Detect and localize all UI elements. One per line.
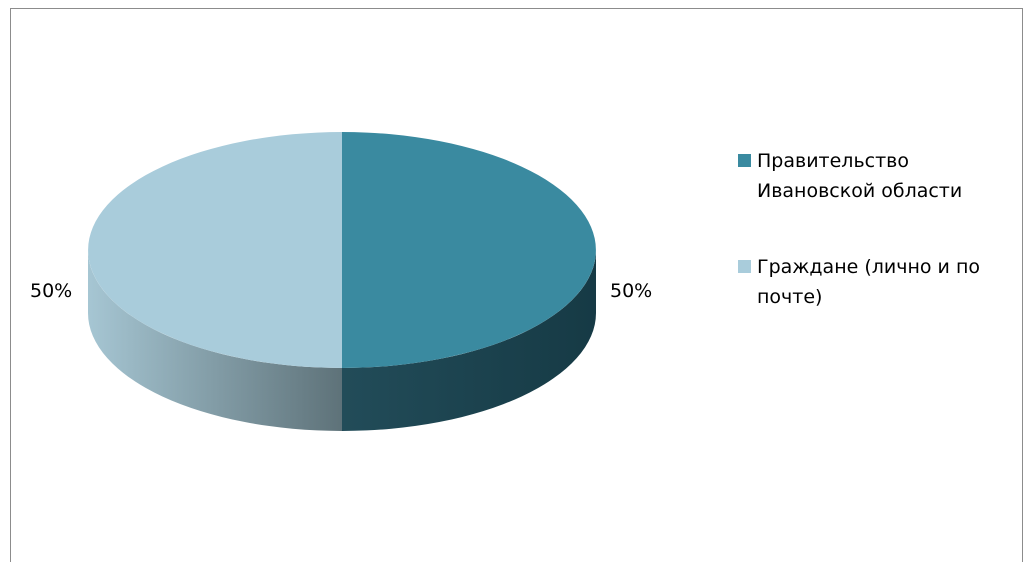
legend-item-2: Граждане (лично и по почте) — [738, 252, 1018, 312]
pie-slice-2 — [88, 132, 342, 368]
legend-label-2-line2: почте) — [757, 286, 823, 308]
legend-label-2-line1: Граждане (лично и по — [757, 256, 980, 278]
legend: Правительство Ивановской области Граждан… — [738, 146, 1018, 358]
data-label-slice-1: 50% — [610, 280, 652, 302]
pie-side-2 — [88, 250, 342, 431]
legend-swatch-1 — [738, 154, 751, 167]
legend-label-1-line1: Правительство — [757, 150, 909, 172]
pie-side-1 — [342, 250, 596, 431]
legend-swatch-2 — [738, 260, 751, 273]
legend-label-1-line2: Ивановской области — [757, 180, 963, 202]
data-label-slice-2: 50% — [30, 280, 72, 302]
legend-item-1: Правительство Ивановской области — [738, 146, 1018, 206]
pie-slice-1 — [342, 132, 596, 368]
